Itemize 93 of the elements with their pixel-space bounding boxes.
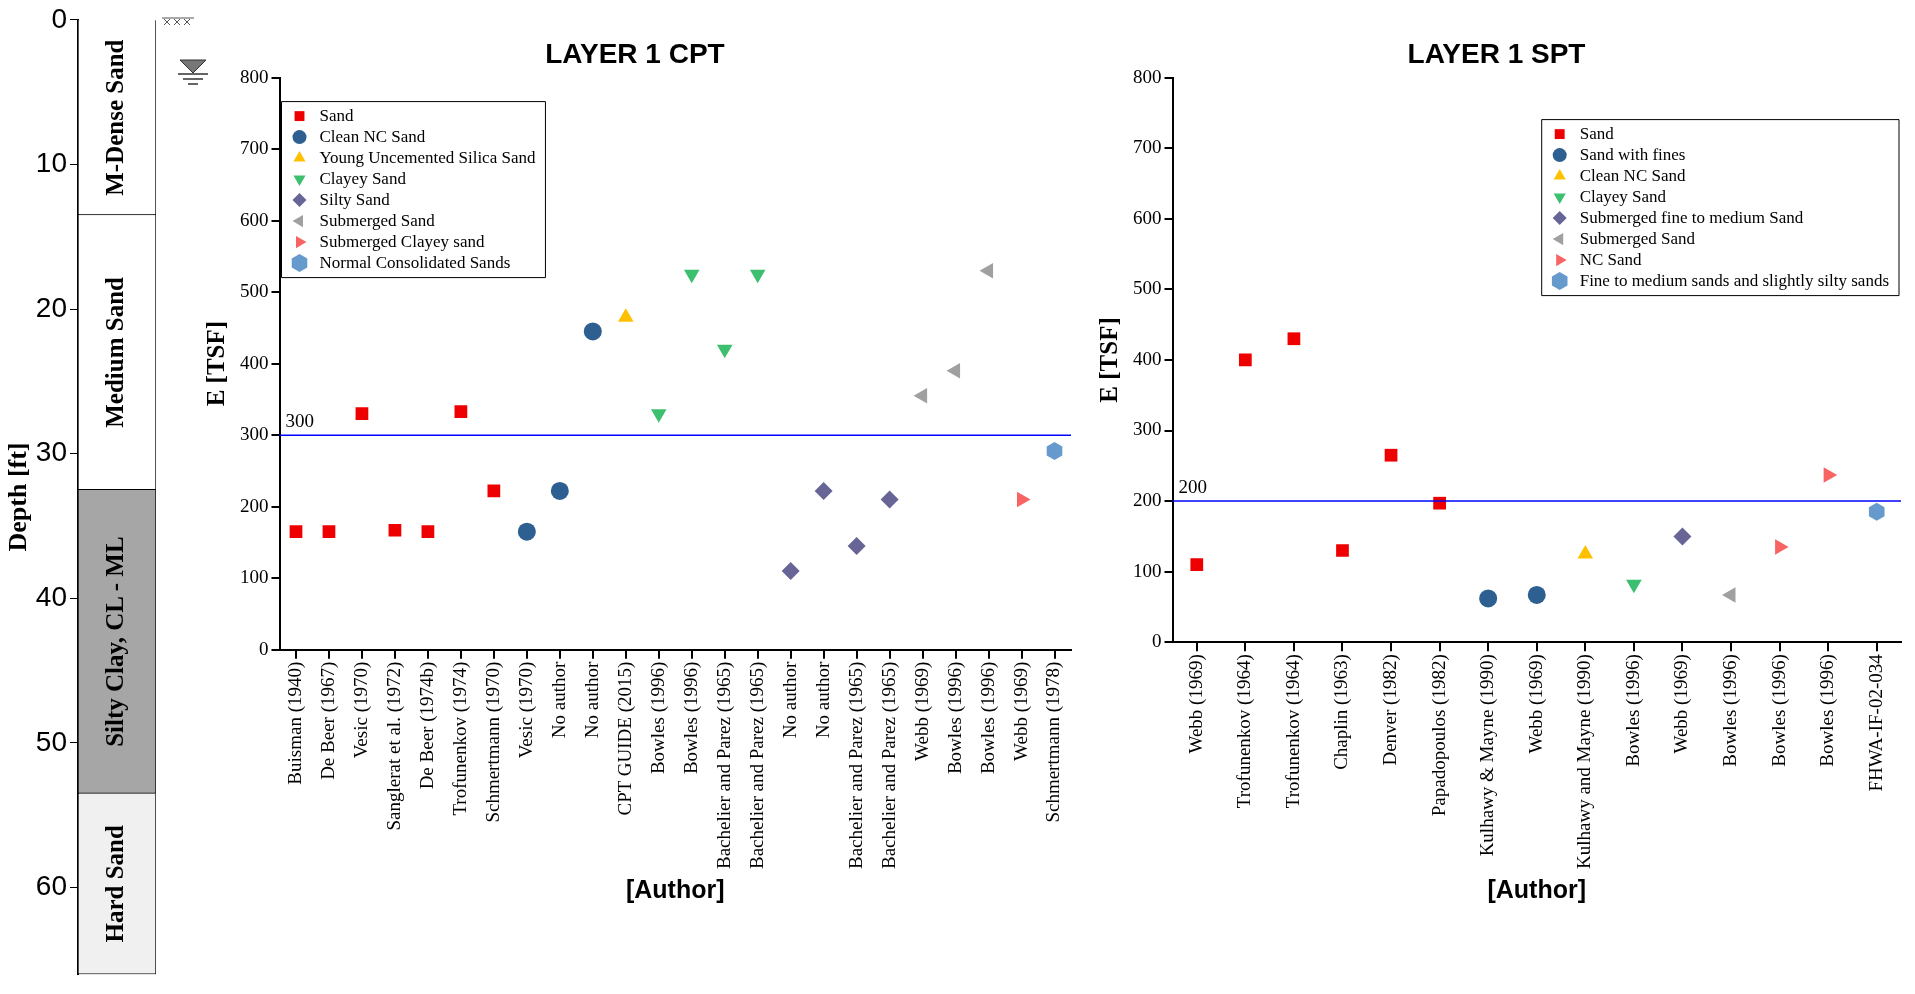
x-tick-label: Bowles (1996)	[679, 661, 702, 775]
x-tick-label: Bowles (1996)	[1816, 654, 1839, 767]
y-tick-label: 400	[1133, 347, 1162, 369]
x-tick-label: De Beer (1974b)	[415, 661, 438, 790]
x-tick-label: Webb (1969)	[910, 661, 933, 761]
x-tick-label: No author	[778, 661, 800, 739]
y-tick-label: 100	[1133, 559, 1162, 581]
x-tick-label: Denver (1982)	[1379, 654, 1402, 766]
x-tick-label: Sanglerat et al. (1972)	[382, 661, 405, 831]
y-axis-title: E [TSF]	[1095, 317, 1123, 403]
x-tick-label: Trofunenkov (1974)	[448, 661, 471, 816]
ref-line-label: 200	[1178, 475, 1207, 497]
legend-label: Submerged Sand	[1579, 228, 1696, 248]
series-label: Silty Clay, CL - ML	[101, 536, 129, 747]
chart-title: LAYER 1 SPT	[1407, 37, 1586, 69]
y-tick-label: 0	[259, 637, 269, 659]
legend-label: Normal Consolidated Sands	[319, 252, 511, 272]
y-tick-label: 200	[240, 494, 269, 516]
y-tick-label: 500	[240, 280, 269, 302]
x-tick-label: No author	[811, 661, 833, 739]
y-tick-label: 30	[35, 436, 67, 468]
legend-label: Clean NC Sand	[319, 126, 426, 146]
y-tick-label: 600	[240, 208, 269, 230]
y-tick-label: 700	[1133, 136, 1162, 158]
x-axis-title: [Author]	[1487, 874, 1587, 903]
x-tick-label: Schmertmann (1978)	[1042, 661, 1065, 823]
legend-label: Submerged Clayey sand	[319, 231, 485, 251]
legend-label: Clayey Sand	[319, 168, 407, 188]
x-tick-label: Bowles (1996)	[1719, 654, 1741, 767]
x-tick-label: Buisman (1940)	[283, 661, 306, 785]
legend-label: Clean NC Sand	[1579, 165, 1686, 185]
legend-label: Young Uncemented Silica Sand	[319, 147, 536, 167]
y-tick-label: 200	[1133, 489, 1162, 511]
x-tick-label: Bachelier and Parez (1965)	[745, 661, 768, 870]
y-tick-label: 600	[1133, 206, 1162, 228]
legend-label: NC Sand	[1579, 249, 1643, 269]
y-tick-label: 300	[1133, 418, 1162, 440]
legend-label: Fine to medium sands and slightly silty sands	[1579, 270, 1890, 290]
x-tick-label: Papadopoulos (1982)	[1427, 654, 1450, 817]
x-tick-label: Vesic (1970)	[514, 661, 537, 759]
x-tick-label: Bachelier and Parez (1965)	[877, 661, 900, 870]
legend-label: Submerged Sand	[319, 210, 436, 230]
x-tick-label: De Beer (1967)	[316, 661, 339, 780]
y-tick-label: 0	[51, 2, 67, 34]
y-axis-title: E [TSF]	[202, 320, 230, 407]
ref-line-label: 300	[285, 409, 314, 431]
chart-title: LAYER 1 CPT	[545, 37, 725, 69]
legend-label: Sand with fines	[1579, 144, 1686, 164]
x-axis-title: [Author]	[625, 874, 725, 903]
legend-label: Silty Sand	[319, 189, 391, 209]
x-tick-label: FHWA-IF-02-034	[1864, 653, 1886, 792]
y-tick-label: 100	[240, 566, 269, 588]
y-tick-label: 300	[240, 423, 269, 445]
x-tick-label: Schmertmann (1970)	[481, 661, 504, 823]
y-tick-label: 700	[240, 137, 269, 159]
x-tick-label: Webb (1969)	[1670, 654, 1693, 754]
x-tick-label: No author	[580, 661, 602, 739]
y-tick-label: 50	[35, 725, 67, 757]
y-tick-label: 800	[1133, 65, 1162, 87]
series-label: Medium Sand	[101, 276, 129, 428]
y-tick-label: 10	[35, 147, 67, 179]
x-tick-label: Bowles (1996)	[1621, 654, 1644, 767]
x-tick-label: Kulhawy and Mayne (1990)	[1573, 654, 1596, 870]
x-tick-label: Bowles (1996)	[1767, 654, 1790, 767]
x-tick-label: Bowles (1996)	[976, 661, 999, 775]
legend-label: Sand	[1579, 123, 1615, 143]
y-tick-label: 400	[240, 351, 269, 373]
series-label: M-Dense Sand	[101, 39, 129, 196]
y-axis-title: Depth [ft]	[3, 442, 33, 552]
x-tick-label: Webb (1969)	[1009, 661, 1032, 761]
y-tick-label: 800	[240, 65, 269, 87]
x-tick-label: No author	[547, 661, 569, 739]
series-label: Hard Sand	[101, 825, 129, 943]
y-tick-label: 500	[1133, 277, 1162, 299]
legend-label: Submerged fine to medium Sand	[1579, 207, 1804, 227]
x-tick-label: Chaplin (1963)	[1330, 654, 1353, 770]
x-tick-label: Kulhawy & Mayne (1990)	[1476, 654, 1499, 857]
x-tick-label: Bowles (1996)	[646, 661, 669, 775]
legend-label: Sand	[319, 105, 354, 125]
x-tick-label: Trofunenkov (1964)	[1281, 654, 1304, 809]
x-tick-label: CPT GUIDE (2015)	[613, 661, 636, 816]
x-tick-label: Webb (1969)	[1184, 654, 1207, 754]
x-tick-label: Vesic (1970)	[349, 661, 372, 759]
legend-label: Clayey Sand	[1579, 186, 1667, 206]
x-tick-label: Webb (1969)	[1524, 654, 1547, 754]
y-tick-label: 60	[35, 870, 67, 902]
y-tick-label: 20	[35, 291, 67, 323]
x-tick-label: Trofunenkov (1964)	[1233, 654, 1256, 809]
x-tick-label: Bowles (1996)	[943, 661, 966, 775]
y-tick-label: 0	[1152, 630, 1162, 652]
y-tick-label: 40	[35, 580, 67, 612]
x-tick-label: Bachelier and Parez (1965)	[712, 661, 735, 870]
x-tick-label: Bachelier and Parez (1965)	[844, 661, 867, 870]
